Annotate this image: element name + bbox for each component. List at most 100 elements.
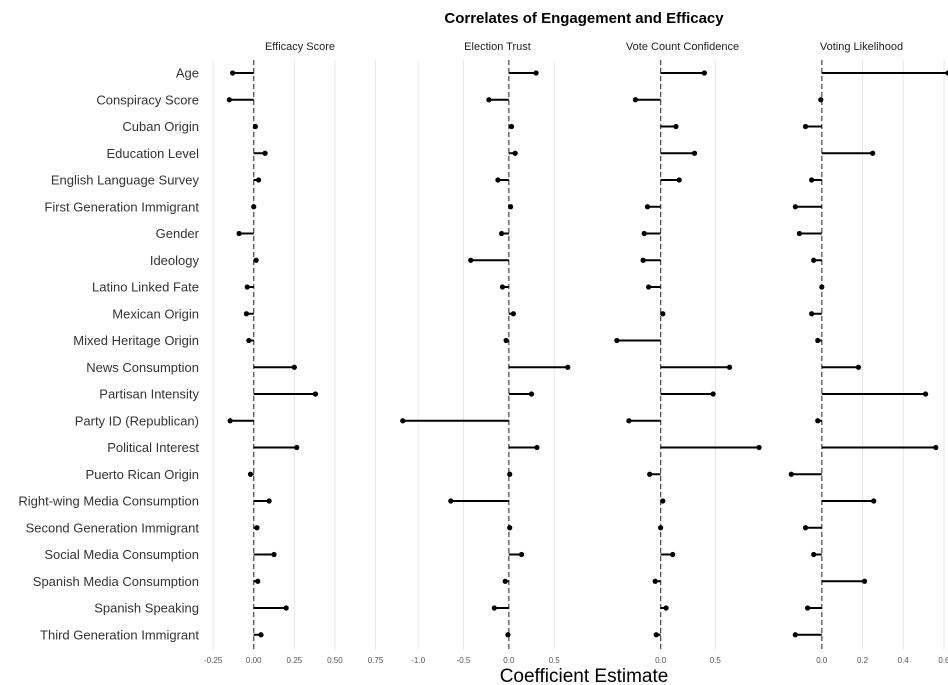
point-cuban-origin [252, 123, 258, 130]
point-second-generation-immigrant [802, 525, 809, 531]
point-mexican-origin [510, 311, 516, 317]
point-puerto-rican-origin [507, 471, 513, 477]
point-spanish-media-consumption [255, 578, 261, 584]
x-tick-label: 0.0 [503, 656, 515, 665]
row-label-mexican-origin: Mexican Origin [112, 306, 199, 321]
point-gender [796, 230, 803, 237]
point-right-wing-media-consumption [660, 498, 666, 504]
point-spanish-speaking [663, 605, 669, 611]
point-conspiracy-score [818, 97, 824, 103]
point-age [945, 70, 948, 76]
row-label-social-media-consumption: Social Media Consumption [44, 547, 199, 562]
point-puerto-rican-origin [247, 471, 254, 477]
point-third-generation-immigrant [505, 632, 511, 638]
point-third-generation-immigrant [653, 632, 659, 638]
point-conspiracy-score [632, 97, 639, 103]
row-label-news-consumption: News Consumption [86, 360, 199, 375]
point-english-language-survey [809, 177, 815, 183]
row-label-partisan-intensity: Partisan Intensity [99, 387, 199, 402]
point-gender [498, 230, 505, 237]
x-tick-label: 0.4 [898, 656, 910, 665]
x-tick-label: 0.6 [938, 656, 948, 665]
point-spanish-speaking [283, 605, 289, 611]
facet-efficacy-score: -0.25 0.00 0.25 0.50 0.75 Efficacy Score [204, 41, 384, 665]
x-tick-label: 0.75 [368, 656, 384, 665]
point-age [230, 70, 236, 76]
point-spanish-speaking [804, 605, 811, 611]
x-tick-label: 0.2 [857, 656, 869, 665]
point-spanish-media-consumption [861, 578, 868, 584]
point-social-media-consumption [271, 551, 277, 558]
chart-title: Correlates of Engagement and Efficacy [444, 10, 724, 27]
point-ideology [468, 257, 474, 263]
point-ideology [811, 257, 817, 263]
point-cuban-origin [802, 123, 809, 130]
row-label-education-level: Education Level [106, 146, 199, 161]
facet-election-trust: -1.0 -0.5 0.0 0.5 Election Trust [400, 41, 571, 665]
point-spanish-media-consumption [652, 578, 658, 584]
point-news-consumption [565, 364, 571, 370]
point-first-generation-immigrant [508, 204, 514, 210]
point-news-consumption [291, 364, 297, 370]
x-tick-label: 0.50 [327, 656, 343, 665]
point-political-interest [933, 444, 939, 451]
point-mexican-origin [809, 311, 815, 317]
x-tick-label: -1.0 [411, 656, 425, 665]
row-label-spanish-media-consumption: Spanish Media Consumption [33, 574, 199, 589]
point-gender [236, 230, 242, 237]
point-education-level [870, 150, 876, 156]
facet-title: Efficacy Score [265, 41, 335, 53]
row-label-conspiracy-score: Conspiracy Score [96, 92, 199, 107]
row-label-spanish-speaking: Spanish Speaking [94, 601, 199, 616]
point-mixed-heritage-origin [503, 337, 509, 344]
point-english-language-survey [676, 177, 682, 183]
row-label-third-generation-immigrant: Third Generation Immigrant [40, 627, 199, 642]
row-label-latino-linked-fate: Latino Linked Fate [92, 280, 199, 295]
point-political-interest [756, 444, 762, 451]
point-third-generation-immigrant [792, 632, 798, 638]
point-education-level [512, 150, 518, 156]
point-news-consumption [855, 364, 862, 370]
x-tick-label: 0.5 [710, 656, 722, 665]
point-third-generation-immigrant [258, 632, 264, 638]
point-age [533, 70, 539, 76]
facet-voting-likelihood: 0.0 0.2 0.4 0.6 Voting Likelihood [788, 41, 948, 665]
point-partisan-intensity [923, 391, 929, 397]
point-puerto-rican-origin [788, 471, 794, 477]
point-social-media-consumption [811, 551, 817, 558]
x-tick-label: 0.00 [246, 656, 262, 665]
point-social-media-consumption [670, 551, 676, 558]
point-education-level [262, 150, 268, 156]
point-party-id-republican [626, 418, 632, 424]
point-social-media-consumption [518, 551, 525, 558]
point-mexican-origin [660, 311, 666, 317]
x-tick-label: 0.0 [655, 656, 667, 665]
row-label-party-id-republican: Party ID (Republican) [75, 413, 199, 428]
row-label-right-wing-media-consumption: Right-wing Media Consumption [18, 494, 199, 509]
point-partisan-intensity [312, 391, 319, 397]
point-spanish-speaking [491, 605, 497, 611]
point-latino-linked-fate [819, 284, 825, 290]
row-label-puerto-rican-origin: Puerto Rican Origin [86, 467, 199, 482]
x-tick-label: 0.0 [816, 656, 828, 665]
point-latino-linked-fate [244, 284, 250, 290]
point-party-id-republican [815, 418, 821, 424]
x-tick-label: -0.25 [204, 656, 223, 665]
point-spanish-media-consumption [502, 578, 508, 584]
point-conspiracy-score [486, 97, 492, 103]
facet-title: Voting Likelihood [820, 41, 903, 53]
point-partisan-intensity [710, 391, 716, 397]
point-age [701, 70, 707, 76]
point-political-interest [534, 444, 540, 451]
x-tick-label: 0.5 [549, 656, 561, 665]
row-labels: Age Conspiracy Score Cuban Origin Education… [18, 66, 199, 643]
row-label-english-language-survey: English Language Survey [51, 173, 200, 188]
facet-title: Vote Count Confidence [626, 41, 739, 53]
point-conspiracy-score [226, 97, 232, 103]
point-second-generation-immigrant [658, 525, 664, 531]
row-label-political-interest: Political Interest [107, 440, 199, 455]
point-second-generation-immigrant [507, 525, 513, 531]
point-mixed-heritage-origin [614, 337, 620, 344]
point-right-wing-media-consumption [448, 498, 454, 504]
